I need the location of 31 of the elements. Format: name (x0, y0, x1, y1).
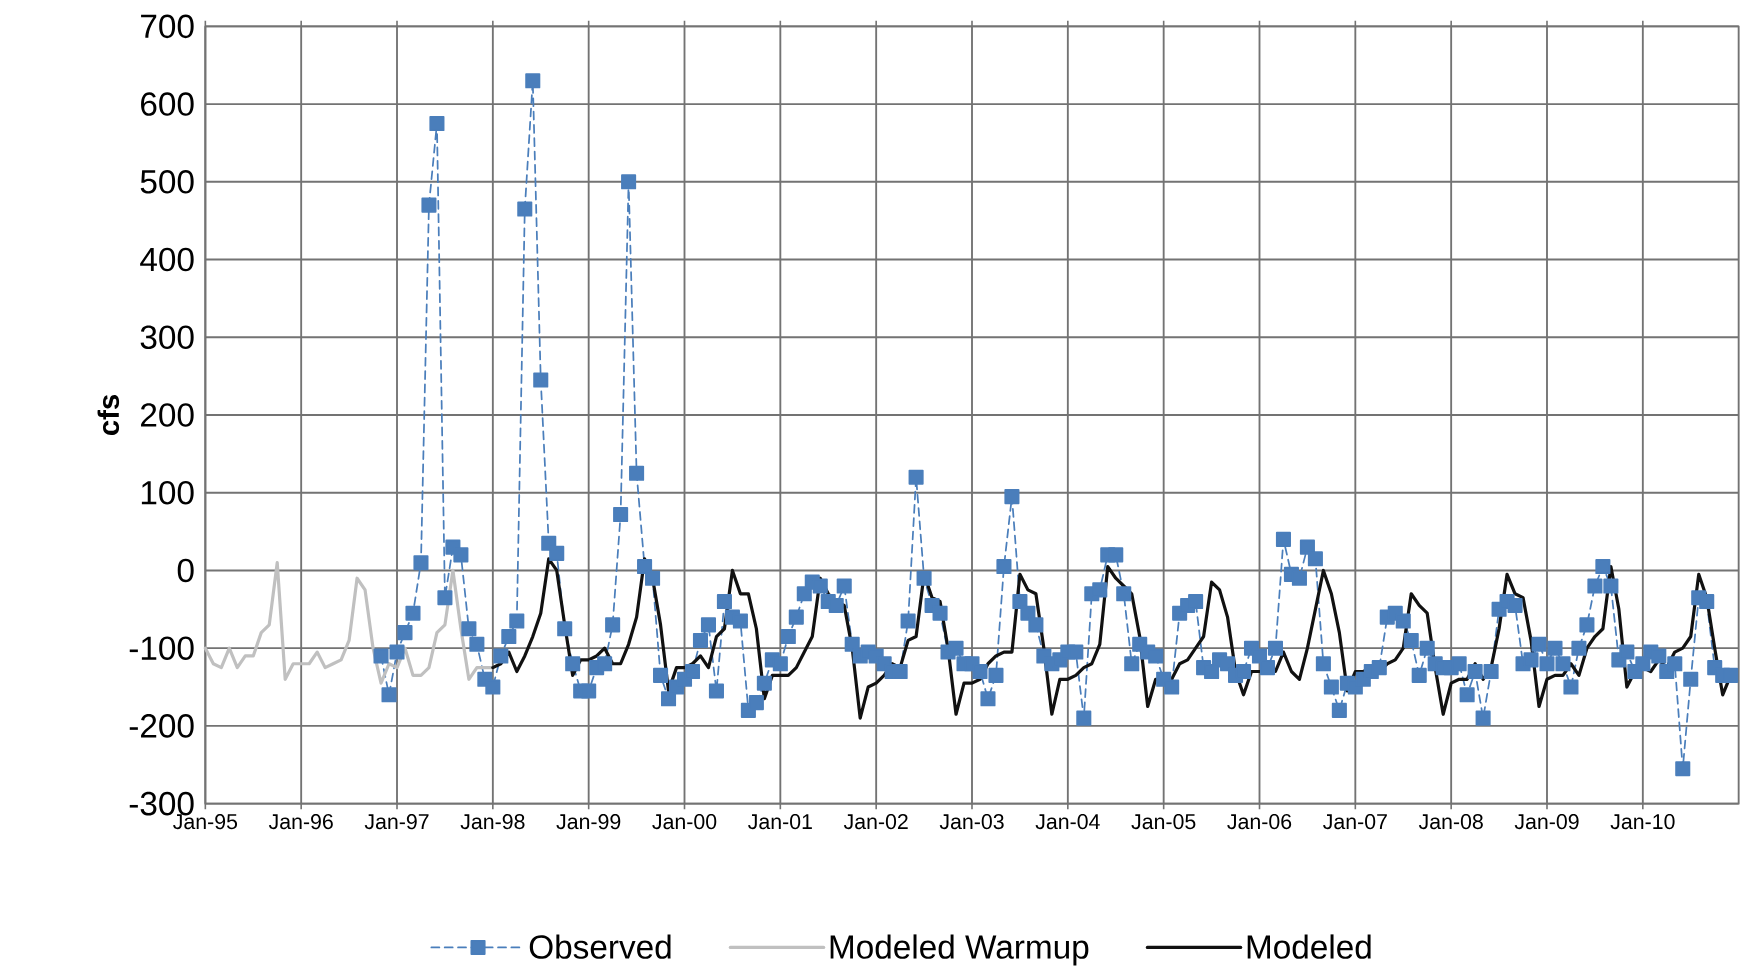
x-tick-label: Jan-95 (173, 814, 238, 830)
x-tick-label: Jan-00 (652, 814, 717, 830)
x-tick-label: Jan-09 (1514, 814, 1579, 830)
x-tick-label: Jan-10 (1610, 814, 1675, 830)
y-tick-label: -200 (129, 714, 194, 738)
y-tick-label: 600 (141, 92, 194, 116)
legend-label: Modeled (1247, 934, 1371, 959)
legend-label: Observed (529, 934, 671, 959)
y-tick-label: -100 (129, 636, 194, 660)
x-tick-label: Jan-04 (1035, 814, 1100, 830)
x-tick-label: Jan-05 (1131, 814, 1196, 830)
x-tick-label: Jan-03 (939, 814, 1004, 830)
x-tick-label: Jan-07 (1323, 814, 1387, 830)
y-tick-label: 100 (141, 480, 194, 505)
y-tick-label: -300 (129, 791, 194, 816)
legend-label: Modeled Warmup (830, 934, 1089, 966)
x-tick-label: Jan-08 (1418, 814, 1483, 830)
x-tick-label: Jan-98 (460, 814, 525, 830)
x-tick-label: Jan-99 (556, 814, 621, 830)
y-axis-title: cfs (97, 394, 120, 436)
y-tick-label: 0 (177, 558, 194, 583)
y-tick-label: 500 (140, 169, 194, 194)
x-tick-label: Jan-96 (268, 814, 333, 830)
y-tick-label: 200 (141, 403, 194, 427)
y-tick-label: 400 (140, 247, 194, 272)
x-tick-label: Jan-02 (843, 814, 908, 830)
x-tick-label: Jan-06 (1227, 814, 1292, 830)
y-tick-label: 700 (141, 14, 194, 39)
x-tick-label: Jan-01 (748, 814, 812, 830)
y-tick-label: 300 (140, 325, 194, 350)
x-tick-label: Jan-97 (364, 814, 429, 830)
